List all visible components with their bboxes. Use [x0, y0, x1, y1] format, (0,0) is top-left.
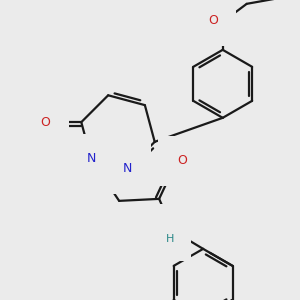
- Text: O: O: [208, 14, 218, 27]
- Text: N: N: [154, 222, 164, 236]
- Text: N: N: [123, 162, 133, 175]
- Text: H: H: [166, 234, 174, 244]
- Text: O: O: [40, 116, 50, 129]
- Text: N: N: [86, 152, 96, 165]
- Text: O: O: [177, 154, 187, 167]
